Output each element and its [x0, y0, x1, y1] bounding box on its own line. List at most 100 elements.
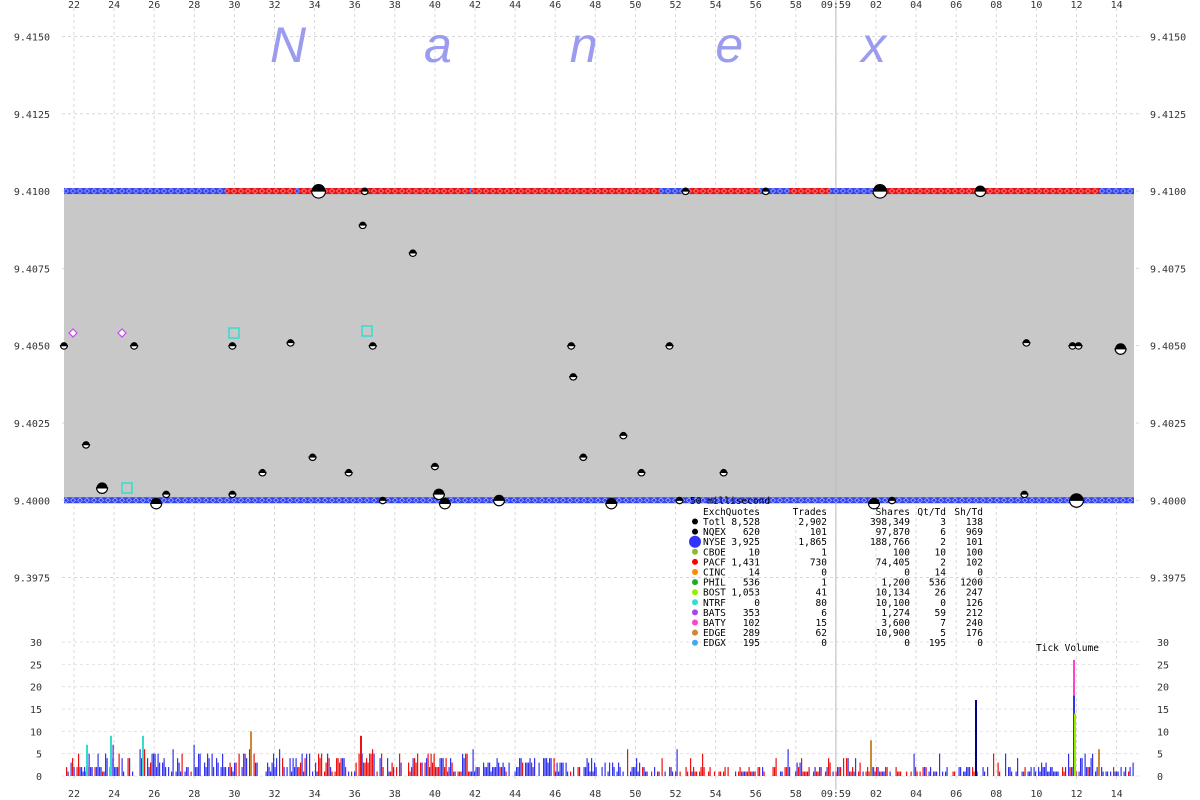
bid-quote-marker [1050, 497, 1056, 504]
table-cell: 1,200 [881, 578, 910, 589]
table-cell: 176 [966, 628, 983, 639]
bid-quote-marker [427, 497, 433, 504]
bid-quote-marker [119, 497, 125, 504]
volume-bar [936, 771, 938, 776]
bats-quote-marker [68, 328, 78, 338]
volume-bar [573, 767, 575, 776]
bid-quote-marker [280, 497, 286, 504]
ask-quote-marker [602, 188, 608, 194]
volume-bar [433, 753, 435, 776]
trade-marker-top [369, 342, 377, 346]
trade-marker-top [311, 184, 326, 192]
trade-marker-top [1022, 339, 1030, 343]
trade-marker-top [974, 185, 986, 192]
volume-bar [772, 767, 774, 776]
volume-bar [952, 771, 954, 776]
trade-marker-bottom [675, 499, 684, 505]
volume-bar [118, 753, 120, 776]
ask-quote-marker [91, 188, 97, 194]
volume-bar [873, 767, 875, 776]
volume-bar [829, 762, 831, 776]
volume-bar [379, 758, 381, 776]
ask-quote-marker [546, 188, 552, 194]
volume-bar [342, 758, 344, 776]
volume-bar [439, 758, 441, 776]
bid-quote-marker [539, 497, 545, 504]
bid-quote-marker [532, 497, 538, 504]
volume-bar [139, 749, 141, 776]
volume-bar [1054, 771, 1056, 776]
ask-quote-marker [378, 188, 384, 194]
volume-bar [427, 753, 429, 776]
volume-bar [306, 753, 308, 776]
table-cell: Totl [703, 517, 726, 528]
ask-quote-marker [189, 188, 195, 194]
table-cell: 59 [935, 608, 947, 619]
volume-bar [700, 767, 702, 776]
ask-quote-marker [371, 188, 377, 194]
ask-quote-marker [931, 188, 937, 194]
ask-quote-marker [203, 188, 209, 194]
volume-bar [66, 767, 68, 776]
ask-quote-marker [1015, 188, 1021, 194]
time-tick-bottom: 54 [710, 789, 722, 800]
ntrf-trade-marker [228, 327, 240, 339]
volume-bar [276, 758, 278, 776]
time-tick-top: 44 [509, 0, 521, 11]
trade-marker-bottom [408, 252, 417, 257]
bid-quote-marker [630, 497, 636, 504]
table-cell: 1,431 [731, 557, 760, 568]
volume-bar [634, 767, 636, 776]
ask-quote-marker [917, 188, 923, 194]
volume-bar [373, 753, 375, 776]
trade-marker-top [162, 490, 170, 495]
time-tick-top: 30 [228, 0, 240, 11]
volume-bar [550, 758, 552, 776]
bid-quote-marker [602, 497, 608, 504]
volume-bar [567, 771, 569, 776]
volume-bar [1117, 771, 1119, 776]
ask-quote-marker [1078, 188, 1084, 194]
bid-quote-marker [833, 497, 839, 504]
volume-bar [486, 767, 488, 776]
volume-bar [745, 771, 747, 776]
volume-bar [1078, 771, 1080, 776]
time-tick-bottom: 28 [188, 789, 200, 800]
bid-quote-marker [350, 497, 356, 504]
bid-quote-marker [175, 497, 181, 504]
ask-quote-marker [728, 188, 734, 194]
bid-quote-marker [553, 497, 559, 504]
volume-bar [159, 762, 161, 776]
volume-bar [430, 753, 432, 776]
bid-quote-marker [189, 497, 195, 504]
table-cell: 10 [749, 547, 761, 558]
ask-quote-marker [742, 188, 748, 194]
bid-quote-marker [77, 497, 83, 504]
volume-bar [84, 767, 86, 776]
price-tick-right: 9.4075 [1150, 264, 1186, 275]
volume-bar [186, 767, 188, 776]
bid-quote-marker [1001, 497, 1007, 504]
volume-bar [408, 762, 410, 776]
volume-bar [727, 767, 729, 776]
table-header-cell: Exch [703, 507, 726, 518]
volume-bar [232, 771, 234, 776]
volume-bar [577, 767, 579, 776]
time-tick-bottom: 56 [750, 789, 762, 800]
trade-marker-top [1115, 343, 1127, 349]
bid-quote-marker [329, 497, 335, 504]
bid-quote-marker [819, 497, 825, 504]
volume-bar [786, 767, 788, 776]
volume-bar [787, 749, 789, 776]
bid-quote-marker [112, 497, 118, 504]
trade-marker-bottom [1068, 499, 1085, 508]
volume-spike [1074, 713, 1076, 776]
trade-marker-bottom [887, 499, 897, 505]
bid-quote-marker [182, 497, 188, 504]
volume-bar [105, 753, 107, 776]
volume-bar [607, 771, 609, 776]
ask-quote-marker [77, 188, 83, 194]
time-tick-top: 58 [790, 0, 802, 11]
trade-marker-bottom [228, 345, 237, 350]
bid-quote-marker [336, 497, 342, 504]
